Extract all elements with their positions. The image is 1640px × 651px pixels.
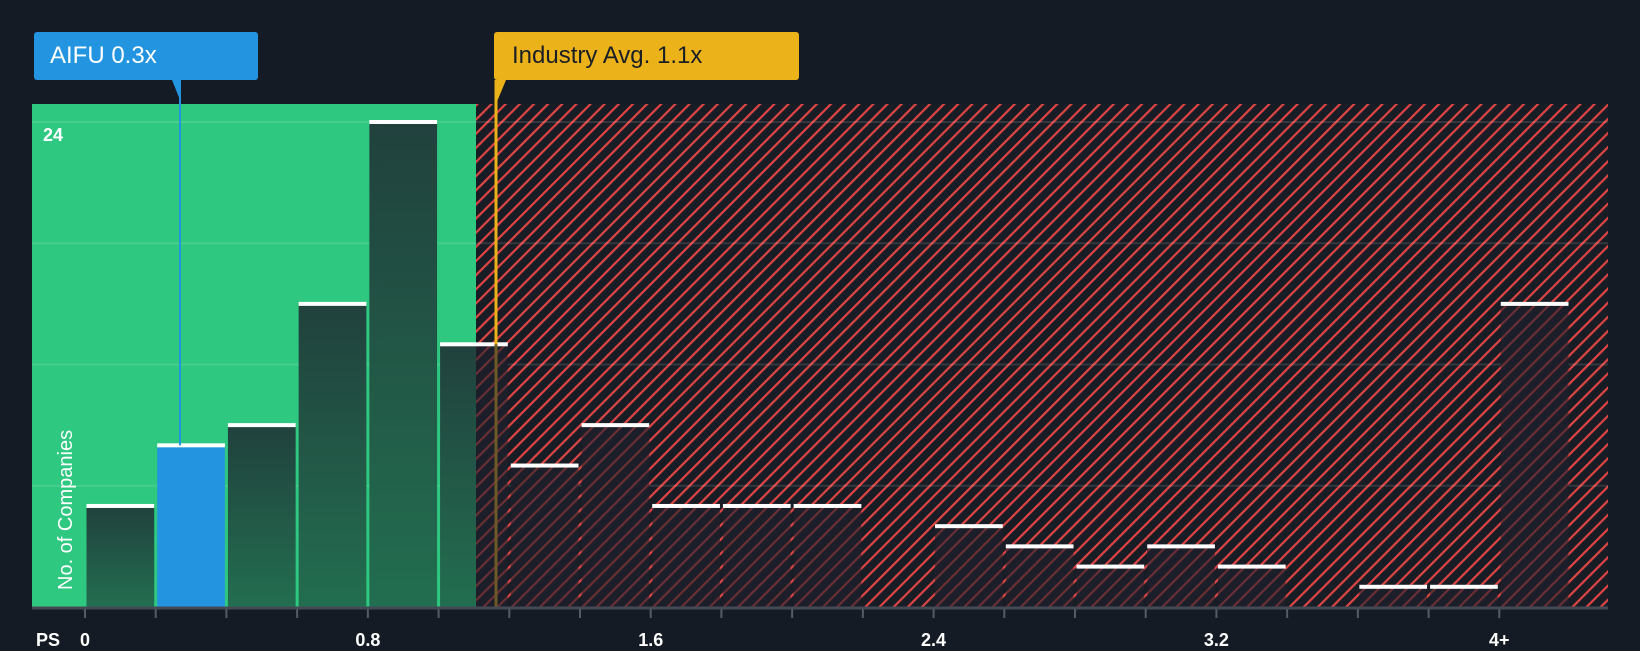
histogram-bar xyxy=(581,423,650,607)
histogram-bar xyxy=(298,301,367,607)
histogram-bar xyxy=(1147,544,1215,607)
bar-cap xyxy=(1005,544,1074,549)
histogram-bar xyxy=(1076,564,1145,607)
y-axis-title: No. of Companies xyxy=(55,429,77,590)
bar-cap xyxy=(581,423,650,428)
bar-cap xyxy=(1500,301,1569,306)
histogram-bar xyxy=(652,503,720,607)
industry-callout-label: Industry Avg. 1.1x xyxy=(512,42,703,69)
x-tick-label: 0 xyxy=(79,630,91,650)
bar-cap xyxy=(935,524,1003,529)
histogram-bar xyxy=(227,423,296,607)
histogram-bar xyxy=(935,524,1003,607)
bar-cap xyxy=(157,443,225,448)
bar-cap xyxy=(86,503,155,508)
bar-cap xyxy=(1217,564,1286,569)
industry-pointer-icon xyxy=(496,80,506,104)
bar-cap xyxy=(369,120,438,124)
histogram-bar xyxy=(369,120,438,607)
industry-average-callout: Industry Avg. 1.1x xyxy=(494,32,799,80)
histogram-bar xyxy=(510,463,579,607)
histogram-bar xyxy=(793,503,862,607)
bar-cap xyxy=(1076,564,1145,569)
histogram-bar xyxy=(1430,584,1498,607)
company-callout: AIFU 0.3x xyxy=(34,32,258,80)
x-tick-label: 3.2 xyxy=(1203,630,1229,650)
x-tick-label: 0.8 xyxy=(355,630,381,650)
x-tick-label: 1.6 xyxy=(638,630,664,650)
histogram-bar xyxy=(1359,584,1428,607)
bar-cap xyxy=(1147,544,1215,549)
bar-cap xyxy=(652,503,720,508)
histogram-bar xyxy=(1217,564,1286,607)
company-pointer-icon xyxy=(172,80,180,100)
bar-cap xyxy=(510,463,579,468)
bar-cap xyxy=(793,503,862,508)
x-axis-title: PS xyxy=(36,630,61,650)
x-tick-label: 2.4 xyxy=(921,630,947,650)
y-axis-max-label: 24 xyxy=(43,125,64,145)
bar-cap xyxy=(1430,584,1498,589)
bar-cap xyxy=(227,423,296,428)
histogram-bar xyxy=(1500,301,1569,607)
bar-cap xyxy=(1359,584,1428,589)
bar-cap xyxy=(722,503,791,508)
bar-cap xyxy=(298,301,367,306)
histogram-bar xyxy=(440,342,508,607)
company-callout-label: AIFU 0.3x xyxy=(50,42,157,69)
bar-cap xyxy=(440,342,508,347)
histogram-bar xyxy=(157,443,225,607)
x-tick-label: 4+ xyxy=(1489,630,1510,650)
histogram-bar xyxy=(1005,544,1074,607)
histogram-bar xyxy=(722,503,791,607)
histogram-bar xyxy=(86,503,155,607)
